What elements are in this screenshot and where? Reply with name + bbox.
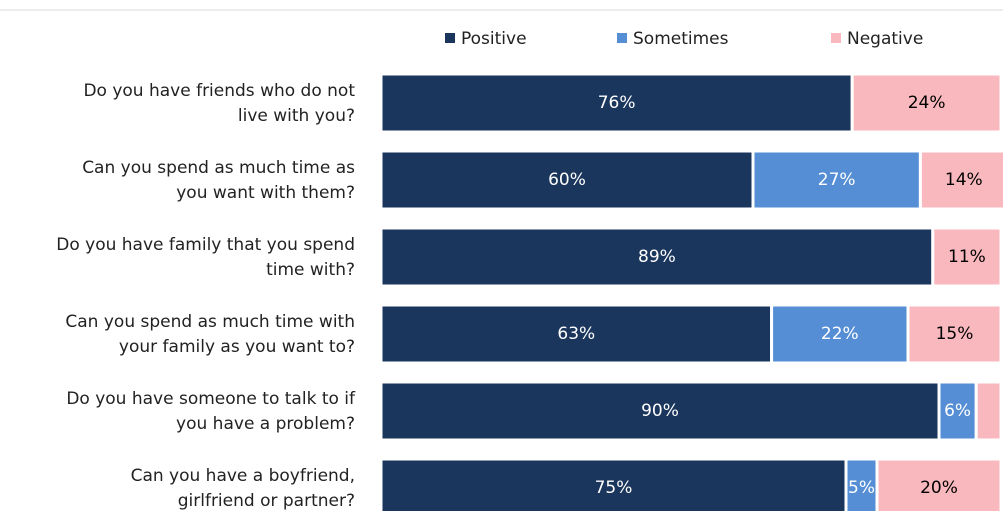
legend-swatch [831,33,841,43]
bar-segment [850,72,1003,134]
legend-swatch [445,33,455,43]
bar-segment [379,149,755,211]
category-label: Can you have a boyfriend, [131,466,355,486]
category-label: Do you have someone to talk to if [66,389,356,409]
category-label: your family as you want to? [119,337,355,357]
value-label: 6% [944,401,971,421]
value-label: 11% [948,247,986,267]
legend-swatch [617,33,627,43]
value-label: 90% [641,401,679,421]
legend-label: Negative [847,29,923,49]
category-label: you have a problem? [176,414,355,434]
bar-segment [379,226,935,288]
value-label: 75% [595,478,633,498]
category-label: time with? [266,260,355,280]
value-label: 24% [908,93,946,113]
category-label: girlfriend or partner? [178,491,355,511]
bar-segment [875,457,1003,511]
value-label: 63% [557,324,595,344]
category-label: live with you? [238,106,355,126]
category-label: you want with them? [176,183,355,203]
bar-segment [379,303,774,365]
value-label: 20% [920,478,958,498]
category-label: Can you spend as much time with [65,312,355,332]
value-label: 76% [598,93,636,113]
legend-label: Sometimes [633,29,729,49]
value-label: 60% [548,170,586,190]
value-label: 14% [945,170,983,190]
bar-segment [906,303,1003,365]
category-label: Can you spend as much time as [82,158,355,178]
bar-segment [931,226,1003,288]
bar-segment [974,380,1003,442]
value-label: 89% [638,247,676,267]
value-label: 5% [848,478,875,498]
category-label: Do you have family that you spend [56,235,355,255]
value-label: 15% [936,324,974,344]
legend-label: Positive [461,29,527,49]
value-label: 22% [821,324,859,344]
value-label: 27% [818,170,856,190]
bar-segment [918,149,1003,211]
category-label: Do you have friends who do not [83,81,355,101]
